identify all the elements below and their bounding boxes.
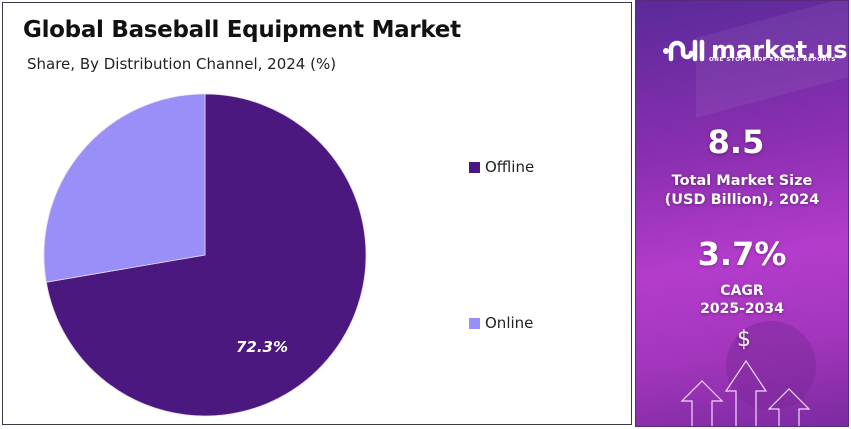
legend-swatch-offline-icon <box>469 161 480 173</box>
cagr-label: CAGR <box>720 283 764 299</box>
dollar-icon: $ <box>737 327 751 352</box>
background-decoration <box>726 321 816 411</box>
legend-item-online: Online <box>469 314 533 332</box>
legend-item-offline: Offline <box>469 158 534 176</box>
brand-tagline: ONE STOP SHOP FOR THE REPORTS <box>709 57 836 63</box>
legend-swatch-online-icon <box>469 317 480 329</box>
pie-slice-online <box>43 93 206 283</box>
growth-arrows-icon <box>680 359 811 426</box>
market-size-label: Total Market Size <box>671 173 813 189</box>
pie-slice-offline <box>45 93 367 417</box>
legend-label: Online <box>485 314 534 332</box>
pie-data-label: 72.3% <box>236 338 288 356</box>
market-us-logo-icon <box>663 39 705 62</box>
cagr-period: 2025-2034 <box>700 301 784 317</box>
legend-label: Offline <box>485 158 535 176</box>
pie-chart: 72.3% <box>43 93 367 417</box>
chart-title: Global Baseball Equipment Market <box>23 17 461 43</box>
brand-name: market.us <box>711 36 848 64</box>
summary-panel: market.us ONE STOP SHOP FOR THE REPORTS … <box>635 0 849 427</box>
market-size-value: 8.5 <box>707 123 765 161</box>
chart-subtitle: Share, By Distribution Channel, 2024 (%) <box>27 55 337 73</box>
market-size-unit: (USD Billion), 2024 <box>664 192 820 208</box>
cagr-value: 3.7% <box>697 235 787 273</box>
brand-logo: market.us <box>662 37 848 63</box>
